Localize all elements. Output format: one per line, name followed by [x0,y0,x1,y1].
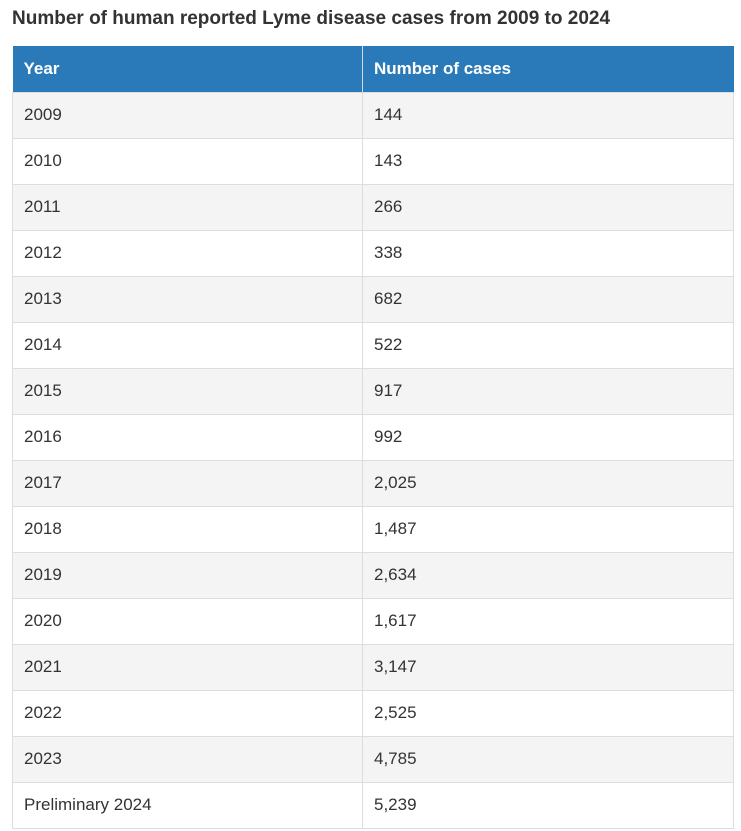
table-row: 2020 1,617 [12,597,734,645]
cases-cell: 4,785 [362,735,734,783]
table-body: 2009 144 2010 143 2011 266 2012 338 2013… [12,91,734,829]
cases-cell: 144 [362,91,734,139]
table-row: 2013 682 [12,275,734,323]
table-row: 2010 143 [12,137,734,185]
cases-cell: 5,239 [362,781,734,829]
year-cell: 2015 [12,367,363,415]
cases-cell: 3,147 [362,643,734,691]
table-row: 2014 522 [12,321,734,369]
year-cell: 2010 [12,137,363,185]
table-row: 2021 3,147 [12,643,734,691]
cases-cell: 2,025 [362,459,734,507]
header-row: Year Number of cases [12,46,734,92]
year-cell: 2009 [12,91,363,139]
page-title: Number of human reported Lyme disease ca… [12,8,611,29]
table-row: 2023 4,785 [12,735,734,783]
cases-cell: 682 [362,275,734,323]
table-row: 2022 2,525 [12,689,734,737]
cases-cell: 2,634 [362,551,734,599]
year-cell: 2016 [12,413,363,461]
year-cell: 2017 [12,459,363,507]
year-cell: 2023 [12,735,363,783]
lyme-cases-table: Year Number of cases 2009 144 2010 143 2… [12,46,734,829]
cases-cell: 338 [362,229,734,277]
year-cell: 2021 [12,643,363,691]
table-row: 2009 144 [12,91,734,139]
cases-cell: 266 [362,183,734,231]
cases-cell: 522 [362,321,734,369]
year-cell: Preliminary 2024 [12,781,363,829]
table-row: 2011 266 [12,183,734,231]
table-row: 2017 2,025 [12,459,734,507]
table-row: Preliminary 2024 5,239 [12,781,734,829]
year-cell: 2018 [12,505,363,553]
table-row: 2015 917 [12,367,734,415]
year-cell: 2020 [12,597,363,645]
year-cell: 2019 [12,551,363,599]
cases-cell: 1,617 [362,597,734,645]
table-header: Year Number of cases [12,46,734,92]
year-cell: 2011 [12,183,363,231]
year-cell: 2014 [12,321,363,369]
table-row: 2018 1,487 [12,505,734,553]
cases-cell: 2,525 [362,689,734,737]
table-row: 2019 2,634 [12,551,734,599]
cases-cell: 143 [362,137,734,185]
year-cell: 2012 [12,229,363,277]
table-row: 2016 992 [12,413,734,461]
table-row: 2012 338 [12,229,734,277]
year-cell: 2013 [12,275,363,323]
cases-cell: 992 [362,413,734,461]
cases-cell: 917 [362,367,734,415]
cases-cell: 1,487 [362,505,734,553]
column-header-year: Year [12,46,363,92]
year-cell: 2022 [12,689,363,737]
column-header-cases: Number of cases [362,46,734,92]
